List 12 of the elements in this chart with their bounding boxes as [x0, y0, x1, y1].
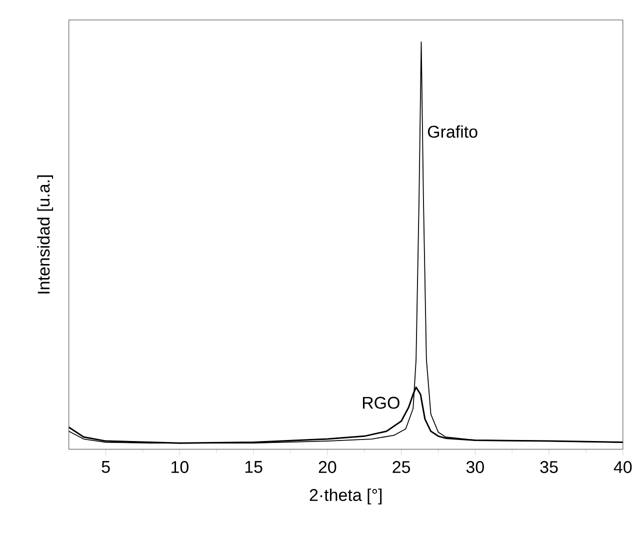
x-tick-label: 35 — [540, 461, 558, 474]
x-tick-label: 30 — [466, 461, 484, 474]
x-tick-label: 10 — [172, 461, 188, 474]
x-tick-label: 5 — [102, 461, 110, 473]
series-label: RGO — [362, 396, 400, 409]
x-tick-label: 25 — [392, 461, 410, 474]
x-tick-label: 40 — [614, 461, 632, 474]
y-axis-title: Intensidad [u.a.] — [37, 175, 54, 294]
series-label: Grafito — [428, 125, 478, 138]
x-axis-title: 2·theta [°] — [310, 488, 382, 504]
x-tick-label: 20 — [318, 461, 336, 474]
x-tick-label: 15 — [245, 461, 262, 473]
